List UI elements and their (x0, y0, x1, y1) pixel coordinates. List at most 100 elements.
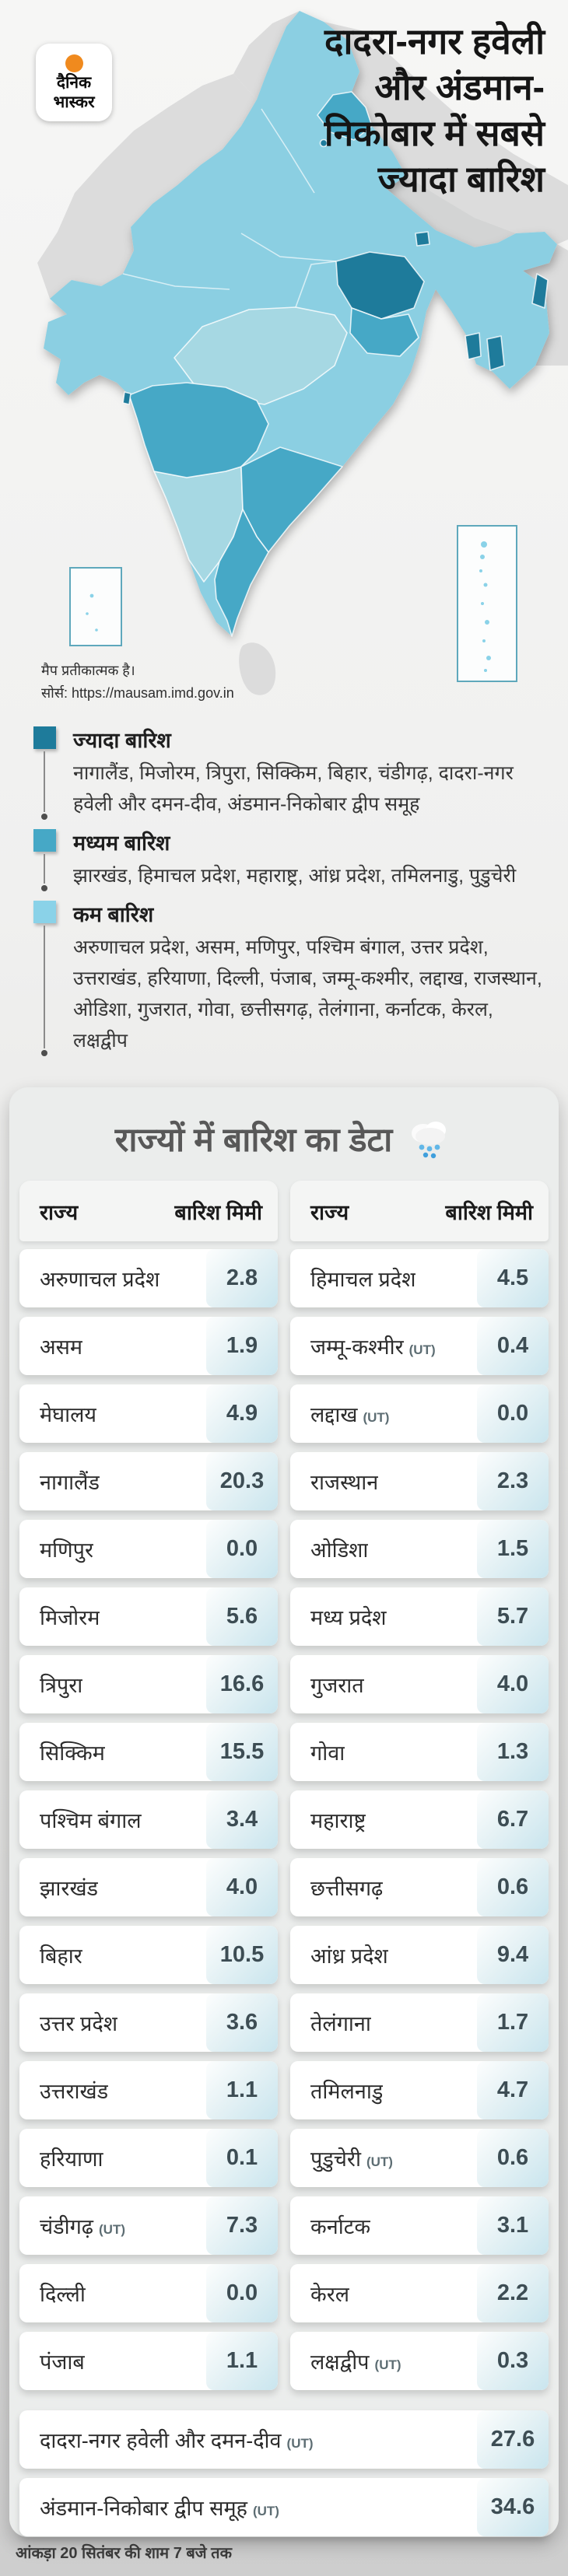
ut-tag: (UT) (366, 2154, 393, 2169)
table-row: तमिलनाडु 4.7 (290, 2061, 549, 2119)
table-row: लद्दाख (UT) 0.0 (290, 1384, 549, 1443)
rain-value: 5.7 (477, 1587, 549, 1646)
legend-connector-line (44, 751, 45, 812)
table-row: मेघालय 4.9 (19, 1384, 278, 1443)
state-name: गुजरात (310, 1674, 364, 1697)
india-choropleth-map (37, 11, 568, 695)
map-note-line2: सोर्स: https://mausam.imd.gov.in (41, 685, 234, 701)
map-state-jharkhand (349, 307, 419, 357)
rain-value: 27.6 (477, 2410, 549, 2469)
state-column-header: राज्य (310, 1200, 349, 1224)
high-rain-swatch (33, 726, 56, 749)
rain-value: 2.8 (206, 1249, 278, 1307)
legend-connector-dot (41, 1050, 47, 1056)
ut-tag: (UT) (252, 2504, 279, 2518)
rain-value: 1.5 (477, 1520, 549, 1578)
state-name: सिक्किम (40, 1741, 105, 1765)
state-name: झारखंड (40, 1877, 98, 1900)
card-title: राज्यों में बारिश का डेटा (114, 1121, 393, 1159)
title-line: निकोबार में सबसे (324, 113, 545, 153)
state-name: छत्तीसगढ़ (310, 1877, 384, 1900)
state-name: जम्मू-कश्मीर (UT) (310, 1335, 436, 1359)
state-name: पंजाब (40, 2350, 85, 2374)
legend-rail (33, 726, 56, 820)
rain-value: 1.7 (477, 1993, 549, 2052)
title-line: ज्यादा बारिश (377, 159, 545, 199)
legend-label: कम बारिश (73, 903, 154, 926)
state-name: असम (40, 1335, 83, 1359)
state-name: उत्तर प्रदेश (40, 2012, 118, 2035)
table-row: आंध्र प्रदेश 9.4 (290, 1926, 549, 1984)
table-row: गुजरात 4.0 (290, 1655, 549, 1713)
table-row: अरुणाचल प्रदेश 2.8 (19, 1249, 278, 1307)
dainik-bhaskar-logo: दैनिक भास्कर (36, 44, 112, 121)
table-row: अंडमान-निकोबार द्वीप समूह (UT) 34.6 (19, 2478, 549, 2536)
rain-value: 3.4 (206, 1790, 278, 1849)
rain-tables: राज्य बारिश मिमी अरुणाचल प्रदेश 2.8 असम 1.9… (9, 1160, 559, 2399)
legend-rail (33, 829, 56, 891)
rain-value: 7.3 (206, 2196, 278, 2255)
rain-value: 0.0 (477, 1384, 549, 1443)
legend-states: नागालैंड, मिजोरम, त्रिपुरा, सिक्किम, बिह… (73, 762, 514, 815)
rain-value: 20.3 (206, 1452, 278, 1510)
map-insets (69, 525, 517, 682)
legend-states: झारखंड, हिमाचल प्रदेश, महाराष्ट्र, आंध्र… (73, 865, 517, 887)
state-border-line (261, 108, 315, 194)
state-border-line (240, 233, 337, 262)
table-row: लक्षद्वीप (UT) 0.3 (290, 2332, 549, 2390)
table-row: जम्मू-कश्मीर (UT) 0.4 (290, 1317, 549, 1375)
low-rain-swatch (33, 901, 56, 923)
rain-value: 5.6 (206, 1587, 278, 1646)
card-title-row: राज्यों में बारिश का डेटा (9, 1087, 559, 1160)
rain-value: 0.0 (206, 2264, 278, 2322)
ut-tag: (UT) (374, 2357, 401, 2372)
rain-legend: ज्यादा बारिश नागालैंड, मिजोरम, त्रिपुरा,… (33, 726, 549, 1056)
table-row: त्रिपुरा 16.6 (19, 1655, 278, 1713)
legend-connector-line (44, 926, 45, 1048)
state-name: लक्षद्वीप (UT) (310, 2350, 401, 2374)
map-ut-chandigarh (319, 138, 328, 148)
rain-value: 9.4 (477, 1926, 549, 1984)
state-name: दिल्ली (40, 2283, 86, 2306)
table-row: दिल्ली 0.0 (19, 2264, 278, 2322)
state-column-header: राज्य (40, 1200, 79, 1224)
map-state-mizoram (486, 335, 505, 371)
table-row: तेलंगाना 1.7 (290, 1993, 549, 2052)
rain-value: 1.1 (206, 2061, 278, 2119)
rain-value: 4.5 (477, 1249, 549, 1307)
medium-rain-swatch (33, 829, 56, 852)
rain-value: 0.4 (477, 1317, 549, 1375)
state-name: तेलंगाना (310, 2012, 371, 2035)
lakshadweep-inset-box (69, 567, 122, 646)
legend-states: अरुणाचल प्रदेश, असम, मणिपुर, पश्चिम बंगा… (73, 936, 542, 1052)
rain-value: 0.3 (477, 2332, 549, 2390)
andaman-nicobar-inset-box (457, 525, 517, 682)
table-header: राज्य बारिश मिमी (19, 1181, 278, 1241)
table-row: बिहार 10.5 (19, 1926, 278, 1984)
table-row: गोवा 1.3 (290, 1723, 549, 1781)
state-name: मिजोरम (40, 1606, 100, 1629)
table-row: चंडीगढ़ (UT) 7.3 (19, 2196, 278, 2255)
map-section: दैनिक भास्कर दादरा-नगर हवेली और अंडमान- … (0, 0, 568, 723)
legend-item-low: कम बारिश अरुणाचल प्रदेश, असम, मणिपुर, पश… (33, 901, 549, 1056)
table-rows-wide: दादरा-नगर हवेली और दमन-दीव (UT) 27.6 अंडमान… (9, 2399, 559, 2536)
state-name: त्रिपुरा (40, 1674, 83, 1697)
table-rows-right: हिमाचल प्रदेश 4.5 जम्मू-कश्मीर (UT) 0.4 लद्दा… (290, 1249, 549, 2390)
table-row: दादरा-नगर हवेली और दमन-दीव (UT) 27.6 (19, 2410, 549, 2469)
state-name: ओडिशा (310, 1538, 369, 1562)
legend-connector-dot (41, 814, 47, 820)
table-header: राज्य बारिश मिमी (290, 1181, 549, 1241)
rain-value: 1.1 (206, 2332, 278, 2390)
map-disclaimer: मैप प्रतीकात्मक है। सोर्स: https://mausa… (41, 660, 234, 705)
state-name: हरियाणा (40, 2147, 103, 2171)
state-name: तमिलनाडु (310, 2080, 384, 2103)
state-name: राजस्थान (310, 1471, 379, 1494)
state-name: पश्चिम बंगाल (40, 1809, 142, 1832)
table-rows-left: अरुणाचल प्रदेश 2.8 असम 1.9 मेघालय 4.9 नागालैंड… (19, 1249, 278, 2390)
table-row: पुडुचेरी (UT) 0.6 (290, 2129, 549, 2187)
legend-label: ज्यादा बारिश (73, 729, 171, 752)
rain-value: 10.5 (206, 1926, 278, 1984)
rain-value: 34.6 (477, 2478, 549, 2536)
rain-value: 16.6 (206, 1655, 278, 1713)
table-row: असम 1.9 (19, 1317, 278, 1375)
